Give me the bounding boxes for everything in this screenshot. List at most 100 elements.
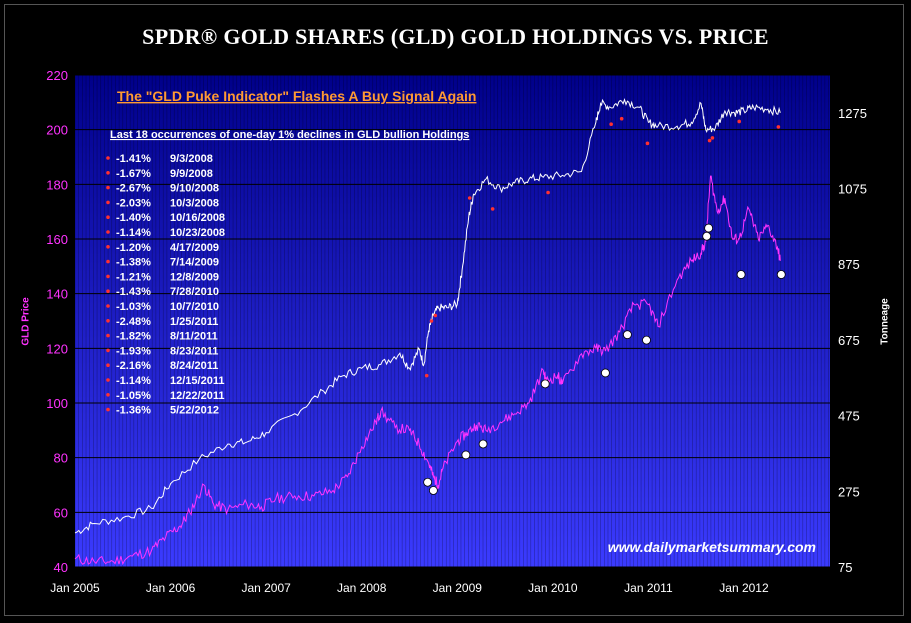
legend-red-dot xyxy=(106,156,110,160)
buy-signal-marker xyxy=(776,270,786,279)
occurrence-date: 12/22/2011 xyxy=(170,390,224,402)
x-tick-label: Jan 2007 xyxy=(241,581,291,595)
left-tick-label: 40 xyxy=(54,560,68,575)
right-axis-label: Tonneage xyxy=(879,298,891,345)
occurrence-pct: -2.67% xyxy=(116,183,151,195)
x-tick-label: Jan 2009 xyxy=(433,581,483,595)
holdings-decline-marker xyxy=(737,119,742,124)
buy-signal-marker xyxy=(428,486,438,495)
occurrence-pct: -1.43% xyxy=(116,286,151,298)
left-tick-label: 180 xyxy=(46,177,68,192)
buy-signal-marker xyxy=(642,335,651,345)
holdings-decline-marker xyxy=(546,190,550,195)
occurrence-date: 9/10/2008 xyxy=(170,183,219,195)
axis-layer: 40 60 80 100 120 140 160 180 200 220 75 275 475 675 87… xyxy=(46,68,867,595)
legend-red-dot xyxy=(106,171,110,175)
x-tick-label: Jan 2005 xyxy=(50,581,100,595)
grid xyxy=(74,74,830,568)
buy-signal-marker xyxy=(704,223,714,233)
occurrence-date: 4/17/2009 xyxy=(170,242,219,254)
buy-signal-marker xyxy=(622,330,632,340)
buy-signal-marker xyxy=(702,231,712,241)
legend-red-dot xyxy=(106,274,110,279)
chart-title: SPDR® GOLD SHARES (GLD) GOLD HOLDINGS VS… xyxy=(142,24,769,49)
legend-red-dot xyxy=(106,289,110,294)
holdings-decline-marker xyxy=(433,313,438,318)
left-tick-label: 220 xyxy=(46,68,68,83)
occurrence-pct: -2.03% xyxy=(116,197,151,209)
buy-signal-marker xyxy=(478,439,488,449)
right-tick-label: 675 xyxy=(838,333,860,348)
x-tick-label: Jan 2008 xyxy=(337,581,387,595)
legend-red-dot xyxy=(106,363,110,368)
occurrence-pct: -1.14% xyxy=(116,375,151,387)
legend-red-dot xyxy=(106,245,110,249)
left-axis-label: GLD Price xyxy=(20,297,32,346)
occurrence-pct: -1.36% xyxy=(116,405,151,417)
x-tick-label: Jan 2012 xyxy=(719,581,769,595)
legend-red-dot xyxy=(106,348,110,353)
occurrence-pct: -1.03% xyxy=(116,301,151,313)
left-tick-label: 60 xyxy=(54,505,68,520)
buy-signal-marker xyxy=(540,379,550,389)
occurrence-date: 1/25/2011 xyxy=(170,316,218,328)
x-tick-label: Jan 2010 xyxy=(528,581,578,595)
legend-red-dot xyxy=(106,259,110,264)
left-tick-label: 80 xyxy=(54,451,68,466)
buy-signal-marker xyxy=(601,368,610,378)
occurrence-date: 8/11/2011 xyxy=(170,331,218,343)
occurrence-date: 10/7/2010 xyxy=(170,301,219,313)
holdings-decline-marker xyxy=(429,319,434,323)
legend-red-dot xyxy=(106,407,110,412)
holdings-decline-marker xyxy=(707,138,712,143)
occurrence-date: 12/8/2009 xyxy=(170,271,219,283)
legend-red-dot xyxy=(106,230,110,234)
occurrence-pct: -2.48% xyxy=(116,316,151,328)
x-tick-label: Jan 2006 xyxy=(146,581,196,595)
occurrence-pct: -1.14% xyxy=(116,227,151,239)
right-tick-label: 475 xyxy=(838,409,860,424)
legend-red-dot xyxy=(106,378,110,382)
legend-red-dot xyxy=(106,304,110,308)
holdings-decline-marker xyxy=(619,116,624,121)
occurrence-pct: -1.05% xyxy=(116,390,151,402)
right-tick-label: 1275 xyxy=(838,106,867,121)
buy-signal-marker xyxy=(461,450,471,460)
buy-signal-marker xyxy=(736,270,746,279)
right-tick-label: 1075 xyxy=(838,182,867,197)
annotation-layer: The "GLD Puke Indicator" Flashes A Buy S… xyxy=(106,88,816,555)
x-tick-label: Jan 2011 xyxy=(624,581,673,595)
occurrence-pct: -1.41% xyxy=(116,153,151,165)
holdings-decline-marker xyxy=(645,141,650,146)
plot-area xyxy=(75,75,830,567)
occurrence-date: 10/3/2008 xyxy=(170,197,219,209)
occurrence-pct: -1.20% xyxy=(116,242,151,254)
occurrence-date: 5/22/2012 xyxy=(170,405,219,417)
occurrence-pct: -1.38% xyxy=(116,257,151,269)
holdings-decline-marker xyxy=(424,373,429,378)
occurrence-date: 8/24/2011 xyxy=(170,360,218,372)
occurrence-pct: -2.16% xyxy=(116,360,151,372)
marker-layer xyxy=(423,116,786,495)
occurrence-pct: -1.82% xyxy=(116,331,151,343)
occurrence-pct: -1.67% xyxy=(116,168,151,180)
occurrence-date: 10/23/2008 xyxy=(170,227,225,239)
chart-frame xyxy=(4,4,904,616)
headline-text: The "GLD Puke Indicator" Flashes A Buy S… xyxy=(117,88,476,104)
left-tick-label: 100 xyxy=(46,396,68,411)
legend-red-dot xyxy=(106,393,110,397)
occurrence-pct: -1.21% xyxy=(116,271,151,283)
right-tick-label: 275 xyxy=(838,484,860,499)
holdings-decline-marker xyxy=(490,207,495,211)
right-tick-label: 75 xyxy=(838,560,852,575)
holdings-decline-marker xyxy=(710,136,715,140)
occurrence-date: 9/3/2008 xyxy=(170,153,213,165)
occurrence-date: 7/28/2010 xyxy=(170,286,219,298)
legend-red-dot xyxy=(106,333,110,338)
left-tick-label: 140 xyxy=(46,287,68,302)
occurrence-date: 9/9/2008 xyxy=(170,168,213,180)
occurrences-heading: Last 18 occurrences of one-day 1% declin… xyxy=(110,129,469,141)
left-tick-label: 200 xyxy=(46,123,68,138)
legend-red-dot xyxy=(106,185,110,190)
